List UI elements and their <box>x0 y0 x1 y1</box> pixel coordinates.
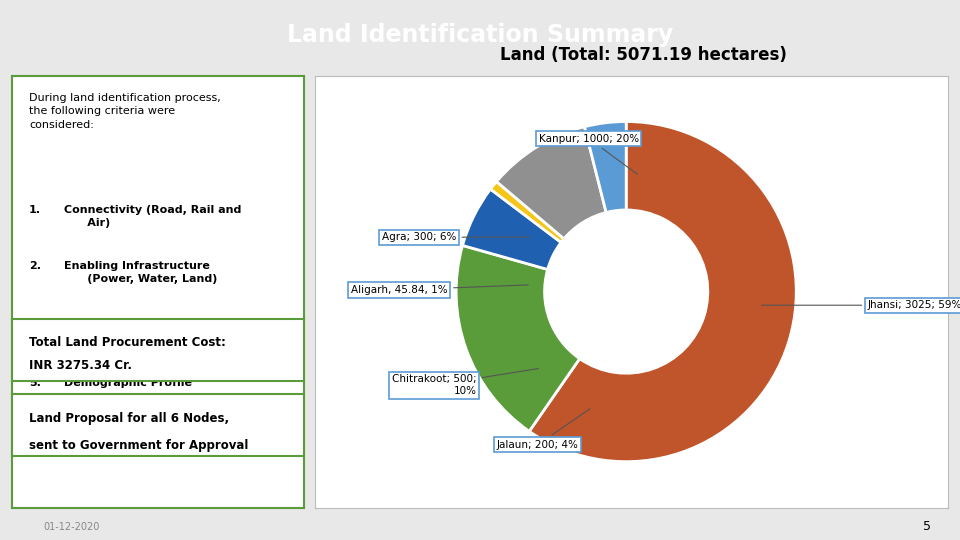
Text: sent to Government for Approval: sent to Government for Approval <box>29 439 249 452</box>
Text: Type of Land: Type of Land <box>64 318 144 328</box>
Text: 5: 5 <box>924 520 931 533</box>
Text: Jalaun; 200; 4%: Jalaun; 200; 4% <box>497 409 589 450</box>
Text: Total Land Procurement Cost:: Total Land Procurement Cost: <box>29 336 226 349</box>
Text: 3.: 3. <box>29 318 41 328</box>
Text: During land identification process,
the following criteria were
considered:: During land identification process, the … <box>29 93 221 130</box>
Wedge shape <box>496 127 606 239</box>
Text: Enabling Infrastructure
      (Power, Water, Land): Enabling Infrastructure (Power, Water, L… <box>64 261 218 284</box>
Text: Kanpur; 1000; 20%: Kanpur; 1000; 20% <box>539 133 638 174</box>
Wedge shape <box>529 122 796 462</box>
Text: Agra; 300; 6%: Agra; 300; 6% <box>382 232 530 242</box>
Text: INR 3275.34 Cr.: INR 3275.34 Cr. <box>29 359 132 372</box>
Wedge shape <box>491 181 564 242</box>
Text: Demographic Profile: Demographic Profile <box>64 378 192 388</box>
Text: 01-12-2020: 01-12-2020 <box>43 522 100 531</box>
Text: 5.: 5. <box>29 378 41 388</box>
Wedge shape <box>463 189 561 269</box>
Text: Land Identification Summary: Land Identification Summary <box>287 23 673 47</box>
Title: Land (Total: 5071.19 hectares): Land (Total: 5071.19 hectares) <box>500 45 786 64</box>
Text: Chitrakoot; 500;
10%: Chitrakoot; 500; 10% <box>392 369 539 396</box>
Text: Land Proposal for all 6 Nodes,: Land Proposal for all 6 Nodes, <box>29 411 229 424</box>
Text: 1.: 1. <box>29 205 41 215</box>
Text: Connectivity (Road, Rail and
      Air): Connectivity (Road, Rail and Air) <box>64 205 242 227</box>
Wedge shape <box>585 122 626 212</box>
Text: Jhansi; 3025; 59%: Jhansi; 3025; 59% <box>761 300 960 310</box>
Text: 2.: 2. <box>29 261 41 272</box>
Text: 4.: 4. <box>29 348 41 358</box>
Text: Land Cost: Land Cost <box>64 348 126 358</box>
Wedge shape <box>456 246 580 431</box>
Text: Aligarh, 45.84, 1%: Aligarh, 45.84, 1% <box>351 285 528 295</box>
